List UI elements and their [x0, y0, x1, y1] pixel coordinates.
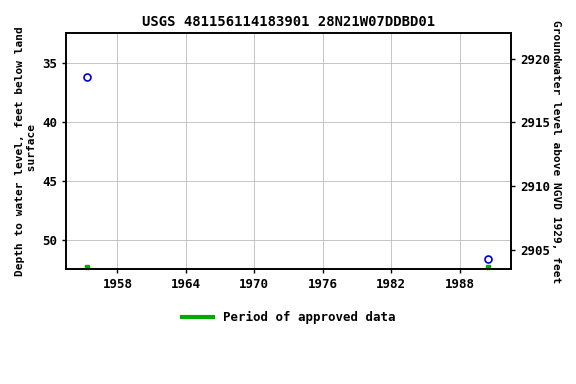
- Y-axis label: Depth to water level, feet below land
 surface: Depth to water level, feet below land su…: [15, 26, 37, 276]
- Y-axis label: Groundwater level above NGVD 1929, feet: Groundwater level above NGVD 1929, feet: [551, 20, 561, 283]
- Title: USGS 481156114183901 28N21W07DDBD01: USGS 481156114183901 28N21W07DDBD01: [142, 15, 435, 29]
- Legend: Period of approved data: Period of approved data: [177, 306, 400, 329]
